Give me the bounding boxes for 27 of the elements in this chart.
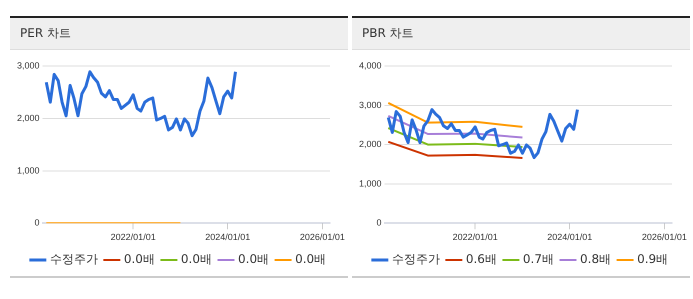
y-tick-label: 0	[376, 218, 382, 228]
y-tick-label: 2,000	[16, 112, 40, 123]
x-tick-label: 2026/01/01	[300, 232, 345, 242]
x-tick-label: 2024/01/01	[205, 232, 250, 242]
chart-title: PBR 차트	[352, 16, 690, 50]
legend-label: 0.6배	[466, 252, 497, 266]
legend-label: 0.7배	[522, 252, 554, 266]
legend-label: 0.0배	[295, 252, 326, 266]
chart-title: PER 차트	[10, 16, 348, 50]
y-tick-label: 2,000	[358, 139, 382, 150]
legend-label: 0.8배	[580, 252, 612, 266]
x-tick-label: 2026/01/01	[642, 232, 687, 242]
y-tick-label: 3,000	[358, 100, 382, 110]
x-tick-label: 2022/01/01	[110, 232, 156, 242]
y-tick-label: 1,000	[358, 178, 382, 188]
legend-label: 0.0배	[238, 252, 270, 266]
x-tick-label: 2024/01/01	[547, 232, 592, 242]
y-tick-label: 3,000	[16, 60, 40, 70]
legend-label: 수정주가	[50, 252, 98, 266]
legend-label: 수정주가	[392, 252, 440, 266]
x-tick-label: 2022/01/01	[452, 232, 498, 242]
y-tick-label: 0	[34, 218, 40, 228]
legend-label: 0.0배	[124, 252, 155, 266]
legend-label: 0.9배	[637, 252, 668, 266]
y-tick-label: 1,000	[16, 165, 40, 176]
y-tick-label: 4,000	[358, 60, 382, 70]
legend-label: 0.0배	[180, 252, 212, 266]
